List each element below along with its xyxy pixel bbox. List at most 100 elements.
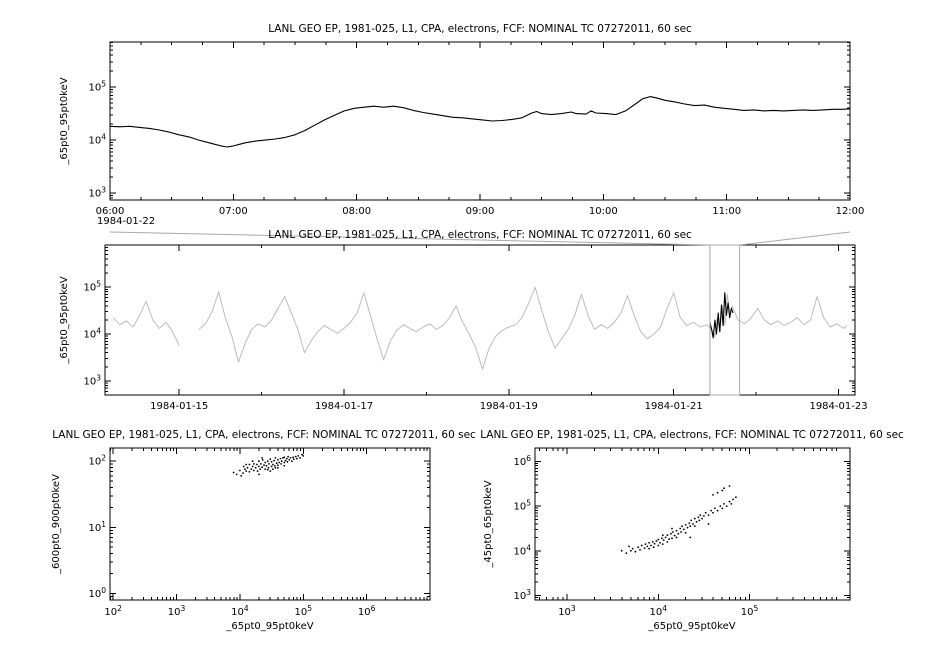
scatter-point: [707, 523, 710, 525]
scatter-point: [240, 474, 243, 477]
scatter-point: [725, 505, 728, 507]
scatter-point: [628, 545, 630, 548]
scatter-point: [252, 463, 255, 465]
scatter-point: [723, 487, 725, 490]
scatter-point: [637, 546, 640, 549]
scatter-point: [266, 460, 269, 463]
scatter-point: [640, 544, 643, 547]
scatter-point: [648, 547, 650, 550]
scatter-point: [634, 550, 637, 553]
selection-box[interactable]: [709, 244, 741, 396]
scatter-point: [235, 473, 238, 476]
scatter-point: [682, 528, 685, 531]
scatter-point: [670, 532, 672, 535]
scatter-point: [719, 505, 722, 507]
scatter-point: [284, 459, 287, 462]
scatter-point: [299, 457, 301, 459]
scatter-point: [666, 541, 669, 543]
scatter-point: [657, 544, 660, 547]
scatter-point: [712, 494, 714, 496]
x-tick-label: 06:00: [96, 206, 125, 217]
y-tick-label: 102: [88, 454, 106, 468]
scatter-point: [251, 460, 254, 463]
scatter-point: [246, 466, 249, 469]
scatter-point: [714, 507, 716, 510]
y-tick-label: 105: [513, 499, 531, 513]
y-tick-label: 103: [513, 588, 531, 602]
scatter-point: [698, 519, 701, 522]
scatter-point: [258, 465, 260, 468]
scatter-point: [631, 547, 634, 550]
panel1-y-axis-label: _65pt0_95pt0keV: [59, 77, 70, 165]
scatter-point: [723, 503, 725, 505]
scatter-point: [701, 517, 703, 520]
x-tick-label: 1984-01-15: [150, 401, 208, 412]
scatter-point: [728, 485, 731, 487]
scatter-point: [273, 459, 275, 462]
scatter-point: [672, 531, 674, 533]
panel3-title: LANL GEO EP, 1981-025, L1, CPA, electron…: [52, 429, 476, 441]
series-electron-flux-selected-interval: [709, 292, 734, 339]
scatter-point: [735, 496, 737, 499]
scatter-point: [689, 536, 692, 539]
scatter-point: [662, 539, 665, 541]
scatter-point: [277, 464, 279, 467]
scatter-point: [272, 468, 274, 470]
panel2-y-axis-label: _65pt0_95pt0keV: [59, 276, 70, 364]
scatter-point: [263, 464, 265, 467]
x-tick-label: 07:00: [219, 206, 248, 217]
x-tick-label: 102: [104, 604, 122, 618]
y-tick-label: 105: [83, 280, 101, 294]
scatter-point: [268, 463, 270, 465]
scatter-point: [664, 536, 667, 539]
scatter-point: [677, 532, 680, 535]
scatter-point: [646, 545, 649, 548]
chart-c1: 06:00 07:00 08:00 09:00 10:00 11:00 12:00 103 10…: [88, 41, 865, 217]
chart-c4: 103 104 105 103 104 105 106: [513, 447, 851, 618]
scatter-point: [275, 462, 278, 465]
chart-c3: 102 103 104 105 106 100 101 102: [88, 447, 431, 618]
y-tick-label: 104: [83, 327, 101, 341]
scatter-point: [292, 456, 294, 459]
zoom-connector-left: [109, 231, 710, 246]
scatter-point: [250, 468, 253, 470]
tick-marks: [109, 448, 430, 601]
scatter-point: [296, 457, 298, 460]
scatter-point: [251, 465, 254, 468]
scatter-point: [728, 500, 731, 503]
scatter-point: [684, 532, 687, 534]
scatter-point: [289, 457, 292, 459]
scatter-point: [668, 538, 671, 541]
scatter-point: [294, 455, 297, 458]
scatter-point: [280, 460, 283, 463]
scatter-point: [280, 463, 282, 465]
scatter-point: [245, 470, 248, 472]
scatter-point: [286, 461, 289, 463]
scatter-point: [273, 464, 276, 467]
x-tick-label: 12:00: [836, 206, 865, 217]
scatter-point: [242, 465, 245, 468]
scatter-point: [650, 544, 652, 547]
scatter-point: [688, 522, 691, 524]
panel3-y-axis-label: _600pt0_900pt0keV: [51, 474, 62, 574]
y-tick-label: 100: [88, 586, 106, 600]
scatter-point: [252, 469, 255, 472]
x-tick-label: 09:00: [466, 206, 495, 217]
x-tick-label: 104: [650, 604, 668, 618]
scatter-point: [258, 473, 260, 476]
scatter-point: [707, 514, 710, 516]
scatter-point: [245, 463, 248, 466]
scatter-point: [625, 552, 628, 554]
chart-c2: 1984-01-15 1984-01-17 1984-01-19 1984-01-21…: [83, 244, 868, 412]
scatter-point: [644, 543, 647, 545]
scatter-point: [652, 546, 655, 549]
scatter-point: [732, 498, 734, 501]
scatter-point: [716, 491, 719, 494]
scatter-point: [248, 463, 251, 466]
series-electron-flux-65-95keV: [109, 96, 851, 148]
tick-marks: [535, 448, 850, 601]
scatter-point: [264, 468, 267, 470]
tick-labels: 102 103 104 105 106 100 101 102: [88, 454, 375, 618]
scatter-point: [675, 536, 678, 539]
